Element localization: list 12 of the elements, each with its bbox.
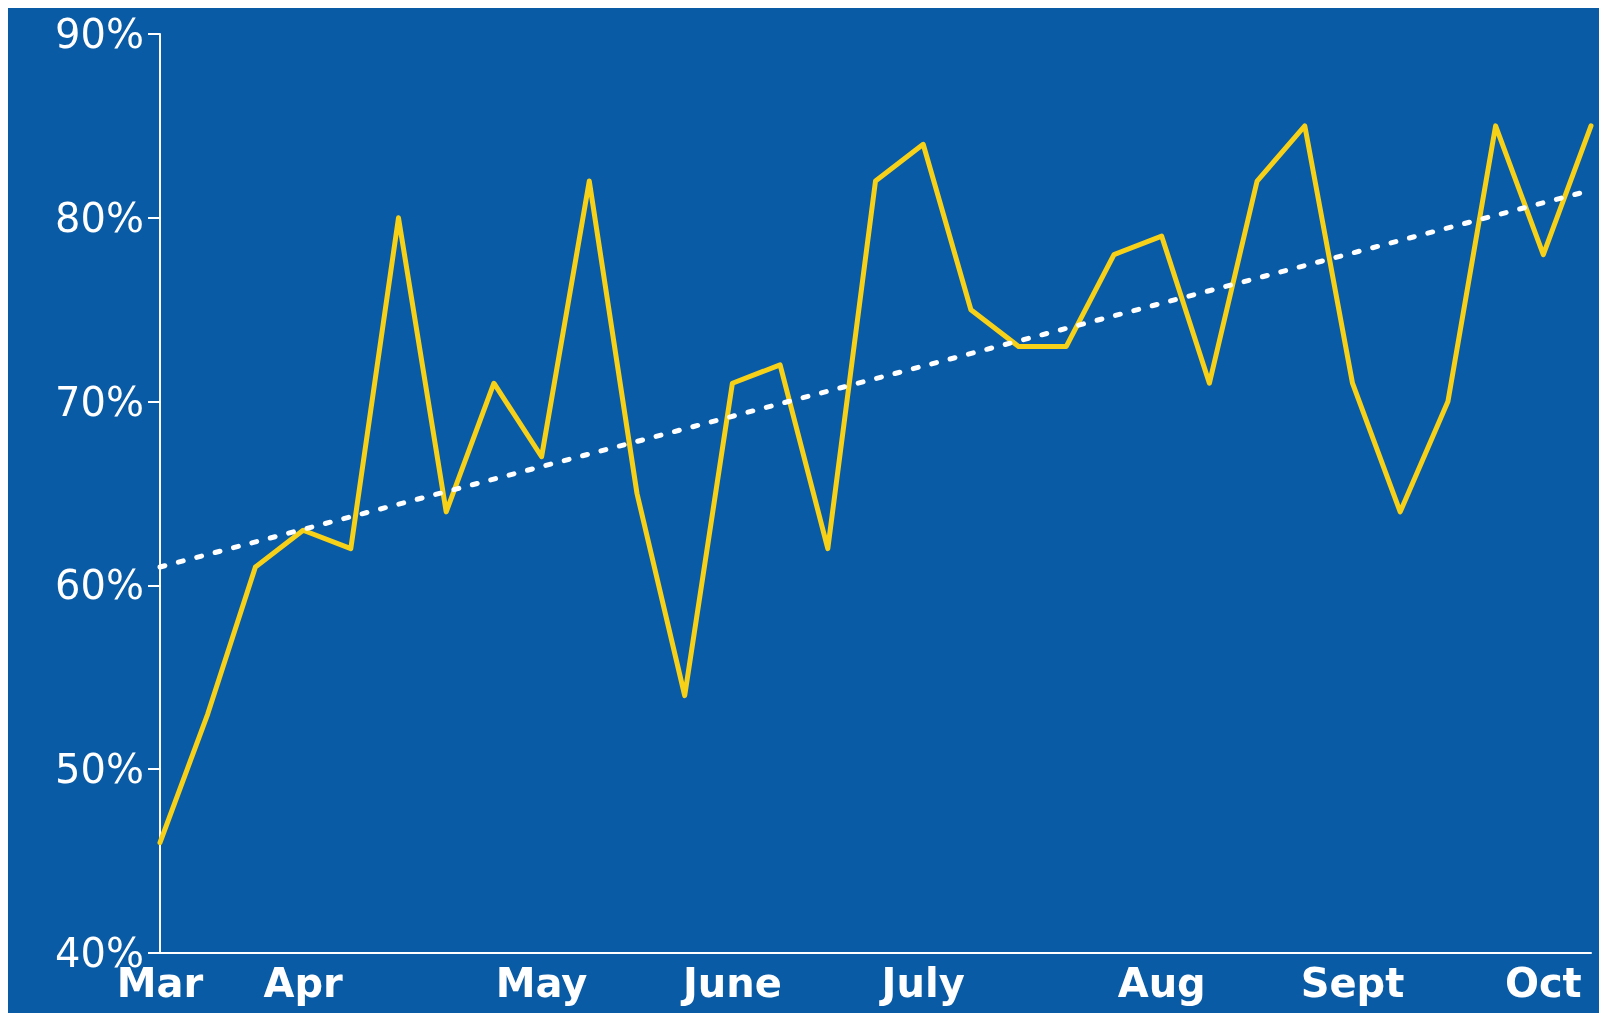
x-tick-label: June — [679, 960, 782, 1006]
x-tick-label: Sept — [1300, 960, 1405, 1006]
x-tick-label: July — [878, 960, 965, 1006]
x-tick-label: May — [495, 960, 588, 1006]
y-tick-label: 60% — [55, 562, 144, 609]
x-tick-label: Apr — [263, 960, 344, 1006]
x-tick-label: Oct — [1504, 960, 1582, 1006]
x-tick-label: Aug — [1117, 960, 1206, 1006]
y-tick-label: 50% — [55, 746, 144, 793]
y-tick-label: 70% — [55, 378, 144, 425]
y-tick-label: 90% — [55, 11, 144, 57]
y-tick-label: 80% — [55, 194, 144, 241]
